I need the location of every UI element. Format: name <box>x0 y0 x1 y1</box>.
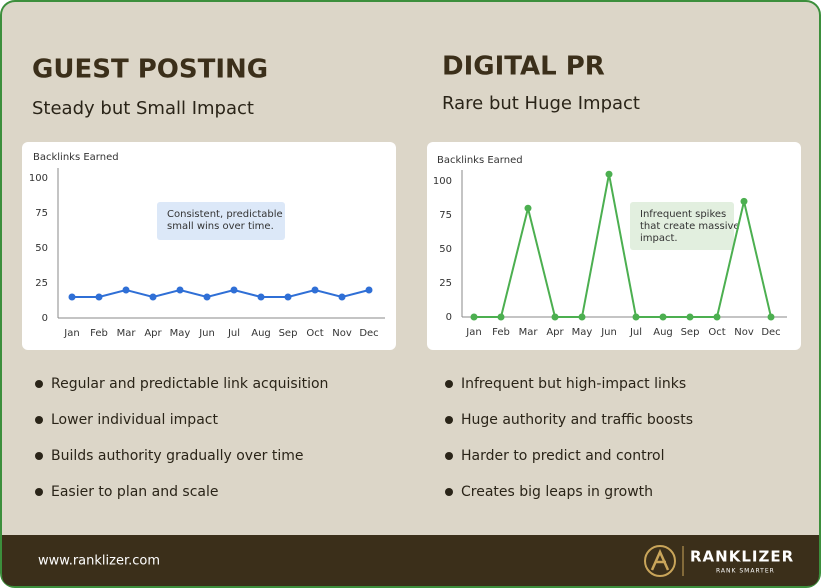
bullet-text: Regular and predictable link acquisition <box>51 376 328 392</box>
annotation: that create massive <box>640 221 740 232</box>
x-tick-label: Jul <box>227 328 240 339</box>
subheading: Steady but Small Impact <box>32 98 254 119</box>
annotation: impact. <box>640 233 678 244</box>
data-point <box>203 293 211 301</box>
x-tick-label: Jun <box>600 327 617 338</box>
footer-url: www.ranklizer.com <box>38 554 160 569</box>
x-tick-label: Feb <box>492 327 510 338</box>
x-tick-label: Sep <box>279 328 298 339</box>
series-line <box>474 174 772 318</box>
x-tick-label: Mar <box>117 328 137 339</box>
data-point <box>365 286 373 294</box>
x-tick-label: Dec <box>761 327 780 338</box>
bullet-dot <box>445 380 453 388</box>
bullet-text: Creates big leaps in growth <box>461 484 653 500</box>
bullet-text: Huge authority and traffic boosts <box>461 412 693 428</box>
y-axis-label: Backlinks Earned <box>33 152 119 163</box>
data-point <box>659 313 667 321</box>
data-point <box>470 313 478 321</box>
bullet-dot <box>445 416 453 424</box>
y-axis-label: Backlinks Earned <box>437 155 523 166</box>
chart-card <box>22 142 396 350</box>
data-point <box>311 286 319 294</box>
y-tick-label: 100 <box>433 176 452 187</box>
data-point <box>578 313 586 321</box>
data-point <box>284 293 292 301</box>
data-point <box>176 286 184 294</box>
chart-card <box>427 142 801 350</box>
tagline: RANK SMARTER <box>716 568 775 575</box>
data-point <box>149 293 157 301</box>
logo-icon <box>650 548 670 571</box>
x-tick-label: Jul <box>629 327 642 338</box>
x-tick-label: May <box>170 328 191 339</box>
data-point <box>524 204 532 212</box>
data-point <box>338 293 346 301</box>
x-tick-label: Oct <box>708 327 725 338</box>
x-tick-label: Feb <box>90 328 108 339</box>
annotation-box <box>157 202 285 240</box>
x-tick-label: Dec <box>359 328 378 339</box>
heading: DIGITAL PR <box>442 52 605 82</box>
data-point <box>767 313 775 321</box>
data-point <box>68 293 76 301</box>
x-tick-label: Aug <box>653 327 673 338</box>
x-tick-label: Jan <box>63 328 79 339</box>
bullet-dot <box>35 380 43 388</box>
bullet-text: Infrequent but high-impact links <box>461 376 686 392</box>
bullet-dot <box>35 488 43 496</box>
data-point <box>551 313 559 321</box>
annotation: Consistent, predictable <box>167 209 283 220</box>
y-tick-label: 50 <box>35 243 48 254</box>
y-tick-label: 25 <box>35 278 48 289</box>
x-tick-label: Sep <box>681 327 700 338</box>
data-point <box>230 286 238 294</box>
subheading: Rare but Huge Impact <box>442 93 640 114</box>
y-tick-label: 0 <box>42 313 48 324</box>
bullet-text: Easier to plan and scale <box>51 484 218 500</box>
bullet-dot <box>445 488 453 496</box>
y-tick-label: 0 <box>446 312 452 323</box>
data-point <box>740 197 748 205</box>
data-point <box>713 313 721 321</box>
bullet-dot <box>35 452 43 460</box>
data-point <box>257 293 265 301</box>
x-tick-label: Oct <box>306 328 323 339</box>
x-tick-label: Mar <box>519 327 539 338</box>
x-tick-label: Nov <box>332 328 352 339</box>
x-tick-label: Aug <box>251 328 271 339</box>
footer-bar <box>2 535 819 586</box>
x-tick-label: Jan <box>465 327 481 338</box>
x-tick-label: Apr <box>546 327 564 338</box>
annotation-box <box>630 202 734 250</box>
series-line <box>72 288 370 299</box>
bullet-dot <box>445 452 453 460</box>
bullet-text: Lower individual impact <box>51 412 218 428</box>
heading: GUEST POSTING <box>32 55 268 85</box>
x-tick-label: May <box>572 327 593 338</box>
data-point <box>686 313 694 321</box>
y-tick-label: 100 <box>29 173 48 184</box>
y-tick-label: 75 <box>439 210 452 221</box>
y-tick-label: 25 <box>439 278 452 289</box>
y-tick-label: 75 <box>35 208 48 219</box>
data-point <box>605 170 613 178</box>
y-tick-label: 50 <box>439 244 452 255</box>
data-point <box>497 313 505 321</box>
x-tick-label: Jun <box>198 328 215 339</box>
bullet-text: Builds authority gradually over time <box>51 448 304 464</box>
x-tick-label: Nov <box>734 327 754 338</box>
logo-icon <box>644 545 676 577</box>
data-point <box>122 286 130 294</box>
data-point <box>95 293 103 301</box>
bullet-text: Harder to predict and control <box>461 448 665 464</box>
bullet-dot <box>35 416 43 424</box>
annotation: small wins over time. <box>167 221 274 232</box>
x-tick-label: Apr <box>144 328 162 339</box>
brand: RANKLIZER <box>690 548 794 566</box>
data-point <box>632 313 640 321</box>
annotation: Infrequent spikes <box>640 209 726 220</box>
